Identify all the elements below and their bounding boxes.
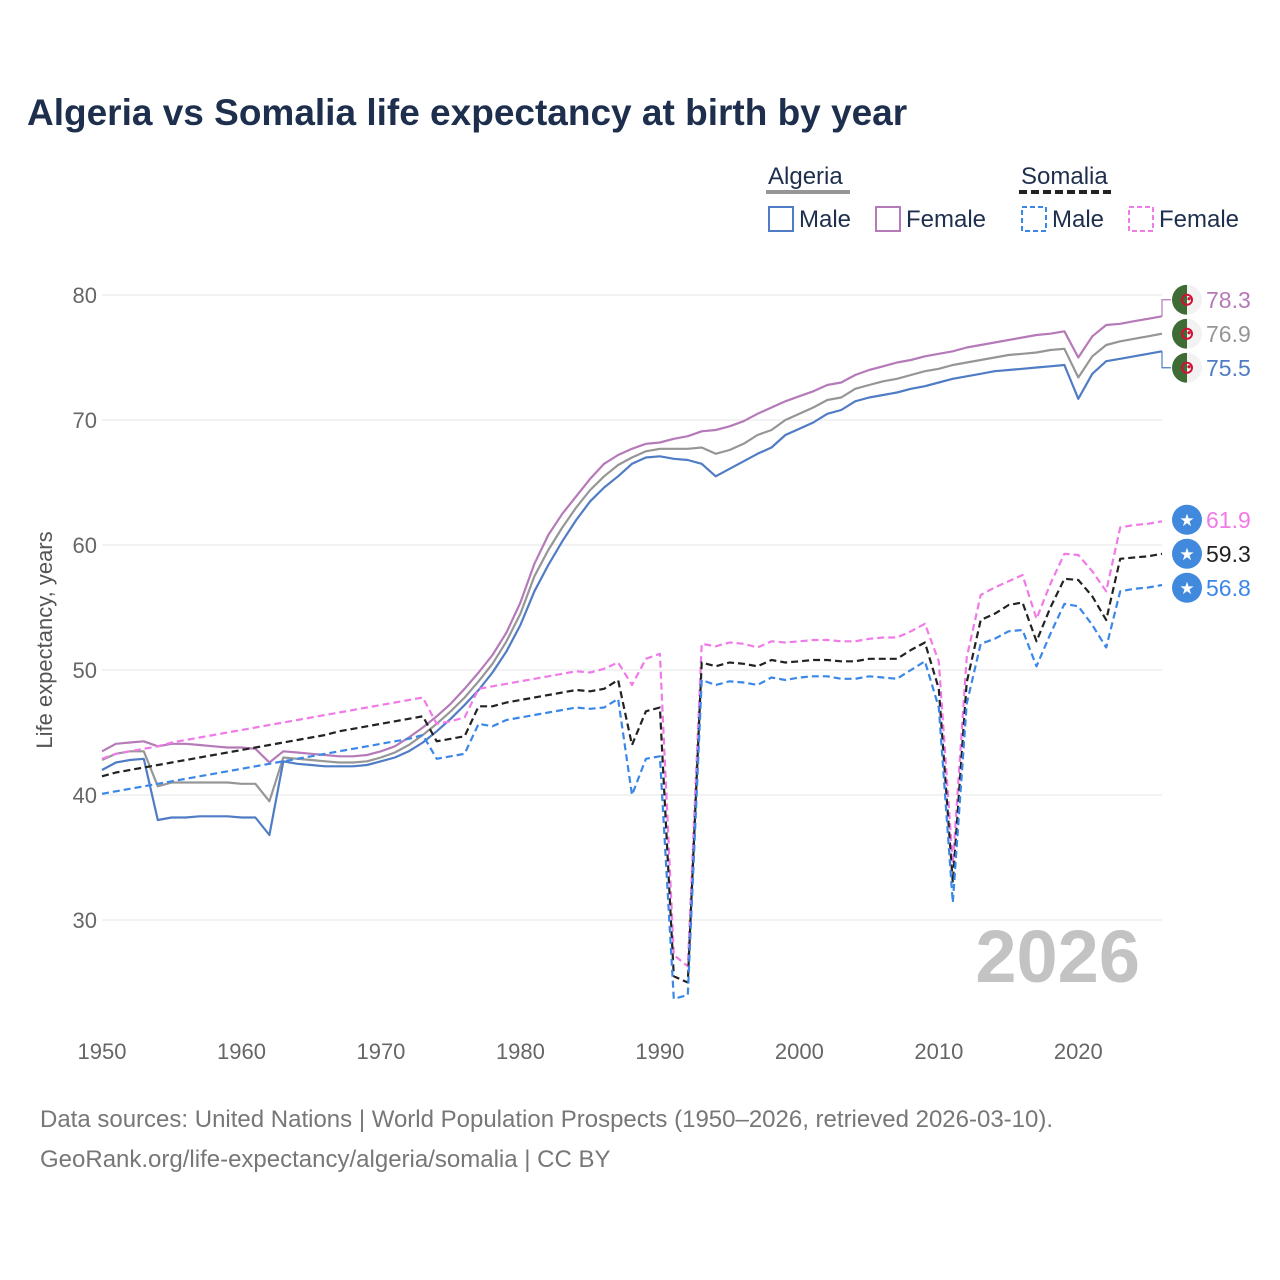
- end-value-label: 56.8: [1206, 575, 1251, 601]
- x-tick-label: 2020: [1054, 1039, 1103, 1064]
- series-line-somalia-total[interactable]: [101, 552, 1163, 984]
- legend-female-label: Female: [906, 206, 986, 233]
- algeria-flag-icon: [1172, 352, 1202, 383]
- x-tick-label: 1960: [217, 1039, 266, 1064]
- leader-line: [1161, 299, 1171, 317]
- leader-line: [1161, 351, 1171, 369]
- legend-female-label: Female: [1159, 206, 1239, 233]
- end-value-label: 76.9: [1206, 321, 1251, 347]
- y-tick-label: 40: [73, 783, 97, 808]
- end-value-label: 75.5: [1206, 355, 1251, 381]
- x-tick-label: 1990: [635, 1039, 684, 1064]
- legend-female-swatch: [875, 206, 901, 232]
- legend-female-swatch: [1128, 206, 1154, 232]
- series-lines: [101, 315, 1163, 1000]
- source-note: Data sources: United Nations | World Pop…: [40, 1106, 1054, 1133]
- series-line-somalia-male[interactable]: [101, 583, 1163, 1000]
- chart-canvas: Algeria Male Female Somalia Male Female …: [32, 163, 1251, 1064]
- x-tick-label: 2000: [775, 1039, 824, 1064]
- chart-title: Algeria vs Somalia life expectancy at bi…: [27, 92, 908, 133]
- x-tick-label: 1970: [356, 1039, 405, 1064]
- legend-male-swatch: [1021, 206, 1047, 232]
- series-line-algeria-male[interactable]: [101, 350, 1163, 837]
- end-value-label: 78.3: [1206, 287, 1251, 313]
- somalia-flag-icon: ★: [1172, 538, 1202, 569]
- algeria-flag-icon: [1172, 284, 1202, 315]
- legend-country-label: Algeria: [768, 163, 843, 190]
- legend-male-swatch: [768, 206, 794, 232]
- algeria-flag-icon: [1172, 318, 1202, 349]
- legend-group-somalia[interactable]: Somalia Male Female: [1019, 163, 1239, 233]
- series-line-algeria-total[interactable]: [101, 332, 1163, 803]
- end-labels: 78.3 76.9 75.5 ★ 61.9 ★ 59.3 ★ 56.8: [1161, 284, 1251, 603]
- source-link[interactable]: GeoRank.org/life-expectancy/algeria/soma…: [40, 1146, 611, 1173]
- legend: Algeria Male Female Somalia Male Female: [766, 163, 1239, 233]
- svg-text:★: ★: [1179, 545, 1194, 564]
- x-axis-ticks: 1950 1960 1970 1980 1990 2000 2010 2020: [78, 1039, 1103, 1064]
- y-tick-label: 70: [73, 408, 97, 433]
- svg-text:★: ★: [1179, 579, 1194, 598]
- y-axis-ticks: 30 40 50 60 70 80: [73, 283, 97, 933]
- legend-male-label: Male: [1052, 206, 1104, 233]
- svg-text:★: ★: [1179, 511, 1194, 530]
- series-line-somalia-female[interactable]: [101, 520, 1163, 968]
- grid: [102, 294, 1162, 921]
- series-line-algeria-female[interactable]: [101, 315, 1163, 764]
- somalia-flag-icon: ★: [1172, 504, 1202, 535]
- year-watermark: 2026: [975, 915, 1140, 998]
- y-axis-label: Life expectancy, years: [32, 531, 57, 748]
- legend-male-label: Male: [799, 206, 851, 233]
- x-tick-label: 2010: [914, 1039, 963, 1064]
- somalia-flag-icon: ★: [1172, 572, 1202, 603]
- x-tick-label: 1980: [496, 1039, 545, 1064]
- legend-country-label: Somalia: [1021, 163, 1108, 190]
- end-value-label: 59.3: [1206, 541, 1251, 567]
- x-tick-label: 1950: [78, 1039, 127, 1064]
- y-tick-label: 30: [73, 908, 97, 933]
- y-tick-label: 80: [73, 283, 97, 308]
- y-tick-label: 60: [73, 533, 97, 558]
- y-tick-label: 50: [73, 658, 97, 683]
- end-value-label: 61.9: [1206, 507, 1251, 533]
- legend-group-algeria[interactable]: Algeria Male Female: [766, 163, 986, 233]
